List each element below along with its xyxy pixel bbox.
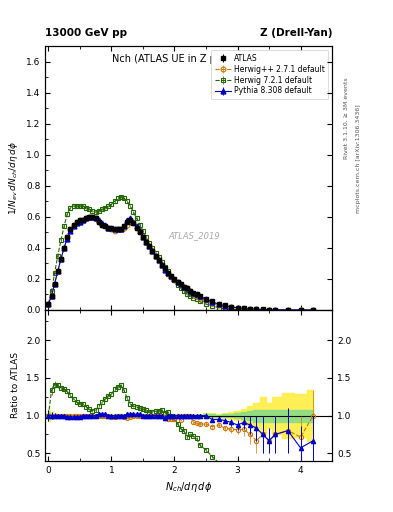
X-axis label: $N_{ch}/d\eta\,d\phi$: $N_{ch}/d\eta\,d\phi$ — [165, 480, 212, 494]
Text: 13000 GeV pp: 13000 GeV pp — [45, 28, 127, 38]
Legend: ATLAS, Herwig++ 2.7.1 default, Herwig 7.2.1 default, Pythia 8.308 default: ATLAS, Herwig++ 2.7.1 default, Herwig 7.… — [211, 50, 328, 99]
Text: Nch (ATLAS UE in Z production): Nch (ATLAS UE in Z production) — [112, 54, 266, 64]
Text: mcplots.cern.ch [arXiv:1306.3436]: mcplots.cern.ch [arXiv:1306.3436] — [356, 104, 361, 213]
Text: Z (Drell-Yan): Z (Drell-Yan) — [260, 28, 332, 38]
Text: Rivet 3.1.10, ≥ 3M events: Rivet 3.1.10, ≥ 3M events — [344, 77, 349, 159]
Text: ATLAS_2019: ATLAS_2019 — [169, 231, 220, 241]
Y-axis label: $1/N_{ev}\,dN_{ch}/d\eta\,d\phi$: $1/N_{ev}\,dN_{ch}/d\eta\,d\phi$ — [7, 141, 20, 215]
Y-axis label: Ratio to ATLAS: Ratio to ATLAS — [11, 352, 20, 418]
